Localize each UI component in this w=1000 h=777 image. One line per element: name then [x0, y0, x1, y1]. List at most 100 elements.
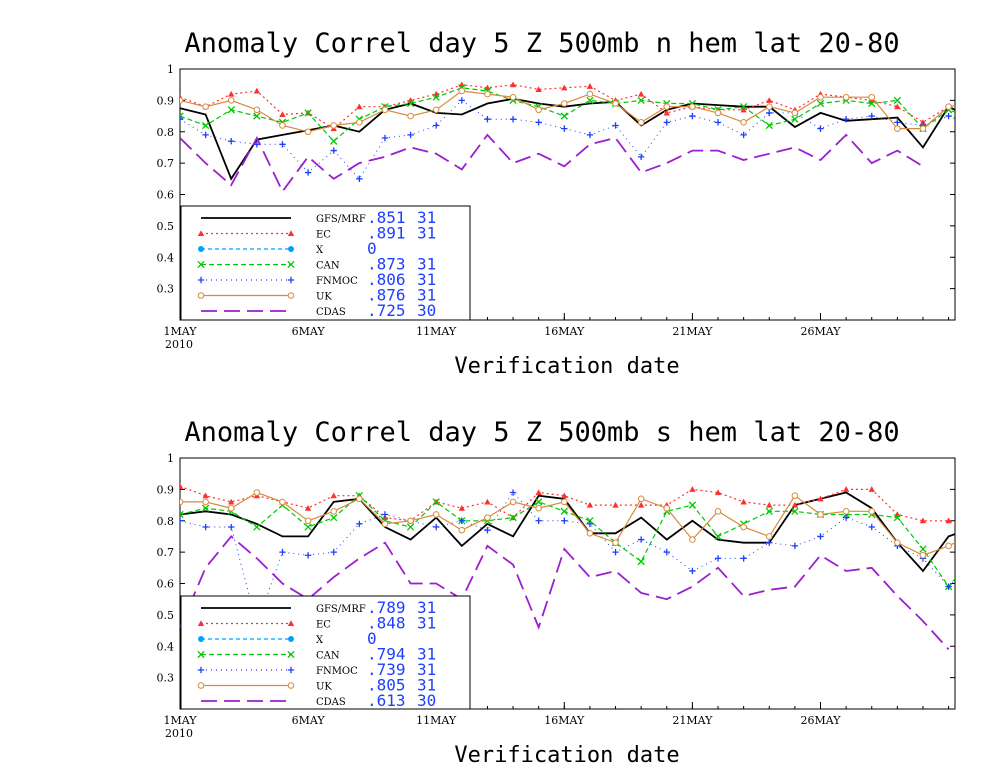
data-point: [586, 96, 594, 105]
data-point: [740, 106, 747, 113]
legend-score: .851: [367, 208, 406, 227]
data-point: [740, 131, 747, 139]
data-point: [202, 131, 209, 139]
data-point: [791, 109, 799, 117]
data-point: [586, 131, 594, 139]
data-point: [817, 495, 824, 502]
x-tick-label: 16MAY: [544, 714, 585, 727]
legend-label: FNMOC: [316, 276, 358, 287]
data-point: [766, 501, 773, 508]
data-point: [330, 513, 338, 522]
series-can: [180, 491, 977, 591]
y-tick-label: 0.4: [157, 251, 175, 264]
series-gfs-mrf: [180, 97, 955, 181]
data-point: [791, 115, 799, 123]
data-point: [484, 514, 491, 521]
data-point: [894, 125, 901, 132]
data-point: [561, 517, 568, 524]
legend-entry: CAN .794 31: [197, 645, 436, 664]
x-tick-label: 16MAY: [544, 325, 585, 338]
data-point: [253, 523, 261, 531]
data-point: [228, 498, 235, 505]
legend-box: [180, 205, 471, 321]
data-point: [432, 523, 440, 531]
legend-score: .876: [367, 286, 406, 305]
data-point: [971, 555, 977, 561]
data-point: [637, 536, 645, 543]
legend-label: EC: [316, 230, 331, 241]
legend-entry: UK .876 31: [197, 286, 436, 305]
legend-score: .891: [367, 224, 406, 243]
x-tick-year: 2010: [165, 338, 193, 351]
data-point: [202, 103, 209, 110]
y-tick-label: 1: [167, 63, 174, 76]
legend-entry: GFS/MRF .789 31: [201, 598, 436, 617]
data-point: [791, 501, 799, 508]
legend-score: .806: [367, 270, 406, 289]
legend-label: UK: [316, 682, 332, 693]
data-point: [816, 99, 825, 108]
data-point: [228, 523, 235, 531]
data-point: [304, 552, 312, 559]
x-tick-label: 26MAY: [800, 714, 841, 727]
legend-marker: [287, 620, 295, 627]
data-point: [971, 101, 977, 107]
data-point: [689, 103, 696, 110]
legend-count: 31: [417, 676, 436, 695]
data-point: [586, 501, 594, 508]
data-point: [180, 116, 184, 123]
series-ec: [180, 483, 977, 530]
data-point: [765, 103, 773, 110]
data-point: [180, 97, 184, 104]
data-point: [688, 501, 697, 509]
data-point: [330, 147, 337, 154]
data-point: [919, 119, 927, 125]
data-point: [228, 90, 235, 97]
y-tick-label: 0.6: [157, 189, 175, 202]
data-point: [842, 514, 850, 521]
data-point: [971, 524, 977, 530]
data-point: [919, 545, 927, 553]
legend-count: 30: [417, 301, 436, 320]
data-point: [586, 83, 594, 89]
legend-entry: FNMOC .739 31: [197, 660, 436, 679]
data-point: [484, 526, 491, 534]
data-point: [868, 508, 876, 515]
data-point: [971, 552, 977, 558]
data-point: [842, 508, 850, 515]
legend-marker: [198, 636, 204, 642]
data-point: [356, 119, 363, 126]
data-point: [484, 116, 491, 123]
data-point: [406, 99, 415, 108]
legend-entry: FNMOC .806 31: [197, 270, 436, 289]
legend-marker: [197, 682, 205, 689]
data-point: [637, 153, 645, 161]
data-point: [458, 97, 466, 104]
data-point: [304, 128, 312, 136]
legend-entry: UK .805 31: [197, 676, 436, 695]
data-point: [330, 492, 337, 499]
data-point: [868, 99, 876, 108]
data-point: [432, 122, 440, 129]
data-point: [279, 141, 286, 148]
data-point: [560, 112, 568, 120]
series-cdas: [180, 133, 924, 194]
series-uk: [180, 489, 955, 559]
x-tick-year: 2010: [165, 727, 193, 740]
legend-marker: [197, 650, 205, 659]
data-point: [304, 505, 312, 511]
legend-count: 31: [417, 255, 436, 274]
data-point: [535, 489, 542, 496]
data-point: [894, 539, 901, 547]
legend-marker: [287, 682, 295, 689]
legend-marker: [287, 260, 295, 269]
data-point: [535, 517, 542, 524]
data-point: [971, 116, 977, 122]
legend-marker: [197, 620, 205, 627]
data-point: [663, 103, 671, 110]
series-cdas: [180, 535, 950, 651]
data-point: [945, 112, 952, 120]
data-point: [714, 555, 722, 562]
